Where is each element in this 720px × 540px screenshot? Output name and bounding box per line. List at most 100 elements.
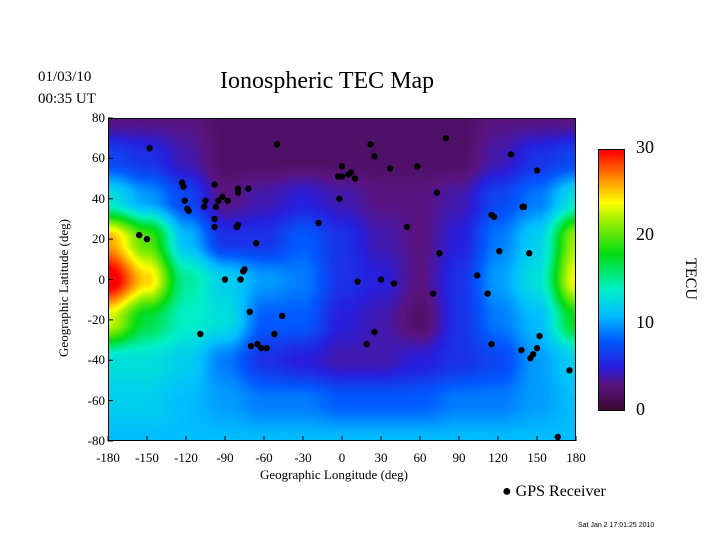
gps-receiver-point bbox=[271, 330, 278, 338]
x-tick-label: -30 bbox=[294, 450, 312, 465]
gps-receiver-point bbox=[146, 145, 153, 152]
gps-receiver-point bbox=[518, 346, 525, 354]
colorbar bbox=[598, 149, 625, 411]
gps-receiver-point bbox=[490, 213, 498, 221]
colorbar-label: TECU bbox=[682, 258, 699, 300]
gps-receiver-point bbox=[258, 344, 265, 352]
gps-receiver-point bbox=[519, 203, 526, 211]
gps-receiver-point bbox=[533, 167, 541, 174]
gps-receiver-point bbox=[367, 141, 374, 148]
gps-receiver-point bbox=[211, 181, 218, 188]
x-tick-label: 90 bbox=[452, 450, 466, 465]
gps-receiver-point bbox=[197, 330, 204, 338]
y-tick-label: 60 bbox=[92, 150, 105, 166]
y-tick-label: 0 bbox=[98, 271, 106, 287]
gps-receiver-point bbox=[221, 276, 229, 283]
gps-receiver-point bbox=[181, 197, 188, 204]
gps-receiver-point bbox=[234, 221, 242, 229]
chart-title: Ionospheric TEC Map bbox=[220, 68, 435, 94]
gps-receiver-point bbox=[219, 193, 226, 200]
gps-receiver-point bbox=[211, 215, 218, 223]
gps-receiver-point bbox=[433, 189, 441, 196]
x-tick-label: 30 bbox=[374, 450, 388, 465]
gps-receiver-point bbox=[429, 290, 437, 297]
gps-receiver-point bbox=[201, 203, 208, 211]
gps-receiver-point bbox=[351, 175, 359, 182]
gps-receiver-point bbox=[496, 248, 503, 255]
gps-receiver-point bbox=[554, 433, 561, 441]
gps-receiver-point bbox=[363, 340, 370, 348]
gps-receiver-point bbox=[347, 169, 355, 176]
gps-receiver-point bbox=[566, 367, 573, 374]
gps-receiver-point bbox=[253, 239, 260, 247]
x-tick-label: 0 bbox=[338, 450, 346, 465]
gps-receiver-point bbox=[263, 344, 270, 352]
gps-receiver-point bbox=[143, 235, 151, 243]
gps-receiver-point bbox=[215, 197, 222, 204]
y-tick-label: 80 bbox=[92, 110, 105, 125]
gps-receiver-point bbox=[247, 342, 255, 350]
gps-receiver-point bbox=[484, 290, 491, 297]
x-tick-label: -90 bbox=[216, 450, 234, 465]
gps-receiver-point bbox=[185, 207, 192, 215]
x-tick-label: 150 bbox=[527, 450, 547, 465]
colorbar-tick-label: 20 bbox=[636, 224, 654, 245]
y-tick-label: -20 bbox=[87, 311, 105, 327]
x-tick-label: -180 bbox=[96, 450, 120, 465]
x-tick-label: -60 bbox=[255, 450, 273, 465]
gps-receiver-point bbox=[371, 153, 378, 160]
gps-receiver-point bbox=[246, 308, 253, 315]
y-tick-label: -60 bbox=[87, 392, 105, 408]
x-tick-label: -150 bbox=[135, 450, 159, 465]
gps-receiver-point bbox=[533, 344, 541, 352]
x-tick-label: -120 bbox=[174, 450, 198, 465]
x-axis-label: Geographic Longitude (deg) bbox=[260, 467, 409, 482]
time-text: 00:35 UT bbox=[38, 91, 96, 107]
gps-receiver-point bbox=[212, 203, 220, 211]
gps-receiver-point bbox=[279, 312, 286, 320]
station-marker-icon: ● bbox=[502, 483, 512, 500]
gps-receiver-point bbox=[390, 280, 398, 287]
y-tick-label: -80 bbox=[87, 433, 105, 448]
datetime: 01/03/10 00:35 UT bbox=[38, 66, 96, 110]
gps-receiver-point bbox=[488, 340, 495, 348]
gps-receiver-point bbox=[414, 163, 421, 170]
gps-receiver-point bbox=[371, 328, 378, 336]
gps-receiver-point bbox=[245, 185, 252, 192]
gps-receiver-point bbox=[273, 141, 281, 148]
gps-receiver-point bbox=[386, 165, 394, 172]
legend: ● GPS Receiver bbox=[502, 483, 606, 501]
y-tick-label: -40 bbox=[87, 352, 105, 368]
gps-receiver-point bbox=[474, 272, 481, 279]
gps-receiver-point bbox=[254, 340, 261, 348]
tec-heatmap bbox=[108, 118, 576, 441]
gps-receiver-point bbox=[338, 173, 346, 180]
gps-receiver-point bbox=[436, 250, 443, 257]
gps-receiver-point bbox=[240, 268, 247, 275]
gps-receiver-point bbox=[224, 197, 231, 204]
x-tick-label: 180 bbox=[566, 450, 586, 465]
gps-receiver-point bbox=[315, 219, 322, 227]
gps-receiver-point bbox=[527, 355, 534, 362]
x-tick-label: 120 bbox=[488, 450, 508, 465]
date-text: 01/03/10 bbox=[38, 69, 92, 85]
gps-receiver-point bbox=[202, 197, 209, 204]
y-tick-label: 20 bbox=[92, 231, 105, 247]
x-tick-label: 60 bbox=[413, 450, 427, 465]
gps-receiver-point bbox=[234, 185, 242, 192]
gps-receiver-point bbox=[377, 276, 385, 283]
generation-timestamp: Sat Jan 2 17:01:25 2010 bbox=[578, 522, 655, 529]
gps-receiver-point bbox=[136, 231, 143, 239]
gps-receiver-point bbox=[354, 278, 361, 285]
legend-label: GPS Receiver bbox=[515, 483, 606, 500]
colorbar-tick-label: 30 bbox=[636, 137, 654, 157]
gps-receiver-point bbox=[442, 134, 450, 142]
gps-receiver-point bbox=[507, 151, 515, 158]
gps-receiver-point bbox=[536, 332, 543, 340]
gps-receiver-point bbox=[403, 223, 411, 231]
colorbar-tick-label: 0 bbox=[636, 399, 645, 419]
gps-receiver-point bbox=[211, 223, 218, 231]
colorbar-tick-label: 10 bbox=[636, 311, 654, 332]
y-tick-label: 40 bbox=[92, 190, 105, 206]
